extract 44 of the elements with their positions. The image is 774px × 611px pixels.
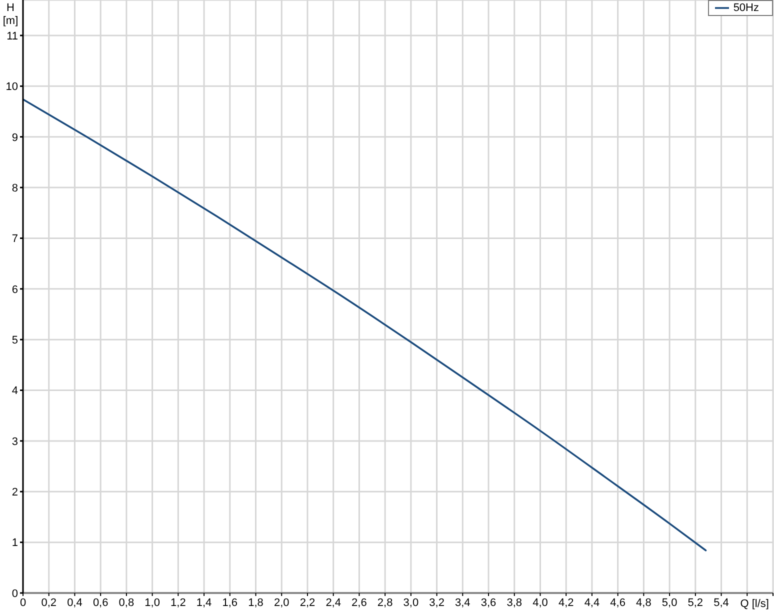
- x-tick-label: 4,2: [558, 596, 574, 609]
- x-tick-label: 1,4: [196, 596, 212, 609]
- y-tick-label: 0: [12, 588, 18, 600]
- x-tick-label: 3,8: [506, 596, 522, 609]
- x-tick-label: 1,0: [144, 596, 160, 609]
- x-tick-label: 0,8: [118, 596, 134, 609]
- y-tick-label: 5: [12, 334, 18, 346]
- x-tick-label: 1,2: [170, 596, 186, 609]
- x-axis-title: Q [l/s]: [740, 598, 769, 610]
- line-series: [23, 98, 707, 552]
- y-tick-label: 2: [12, 486, 18, 499]
- x-tick-label: 0: [20, 596, 26, 609]
- x-tick-label: 5,4: [714, 596, 729, 609]
- x-tick-label: 2,4: [326, 596, 341, 609]
- x-tick-label: 4,8: [636, 596, 652, 609]
- y-tick-label: 9: [12, 132, 18, 144]
- y-axis-title: H [m]: [2, 2, 18, 27]
- y-tick-label: 4: [12, 385, 18, 398]
- x-tick-label: 4,4: [584, 596, 600, 609]
- y-tick-label: 6: [12, 284, 18, 296]
- x-tick-label: 1,6: [222, 596, 238, 609]
- x-tick-label: 3,6: [480, 596, 496, 609]
- x-tick-label: 3,2: [429, 596, 444, 609]
- x-tick-label: 0,2: [41, 596, 57, 609]
- x-tick-label: 3,0: [403, 596, 419, 609]
- x-tick-label: 3,4: [455, 596, 470, 609]
- x-tick-label: 4,6: [610, 596, 626, 609]
- x-tick-label: 0,6: [92, 596, 108, 609]
- y-tick-label: 3: [12, 436, 18, 448]
- legend-label: 50Hz: [733, 2, 759, 14]
- x-tick-label: 5,2: [688, 596, 704, 609]
- x-tick-label: 2,0: [274, 596, 290, 609]
- y-tick-label: 10: [6, 81, 18, 94]
- x-tick-label: 2,2: [300, 596, 316, 609]
- x-tick-label: 2,6: [352, 596, 367, 609]
- x-tick-label: 0,4: [67, 596, 82, 609]
- y-tick-label: 8: [12, 182, 18, 194]
- y-tick-label: 11: [6, 30, 18, 42]
- x-tick-label: 5,0: [662, 596, 678, 609]
- y-tick-label: 7: [12, 233, 18, 246]
- x-tick-label: 2,8: [377, 596, 393, 609]
- y-tick-label: 1: [12, 537, 18, 550]
- x-tick-label: 1,8: [248, 596, 264, 609]
- x-tick-label: 4,0: [532, 596, 548, 609]
